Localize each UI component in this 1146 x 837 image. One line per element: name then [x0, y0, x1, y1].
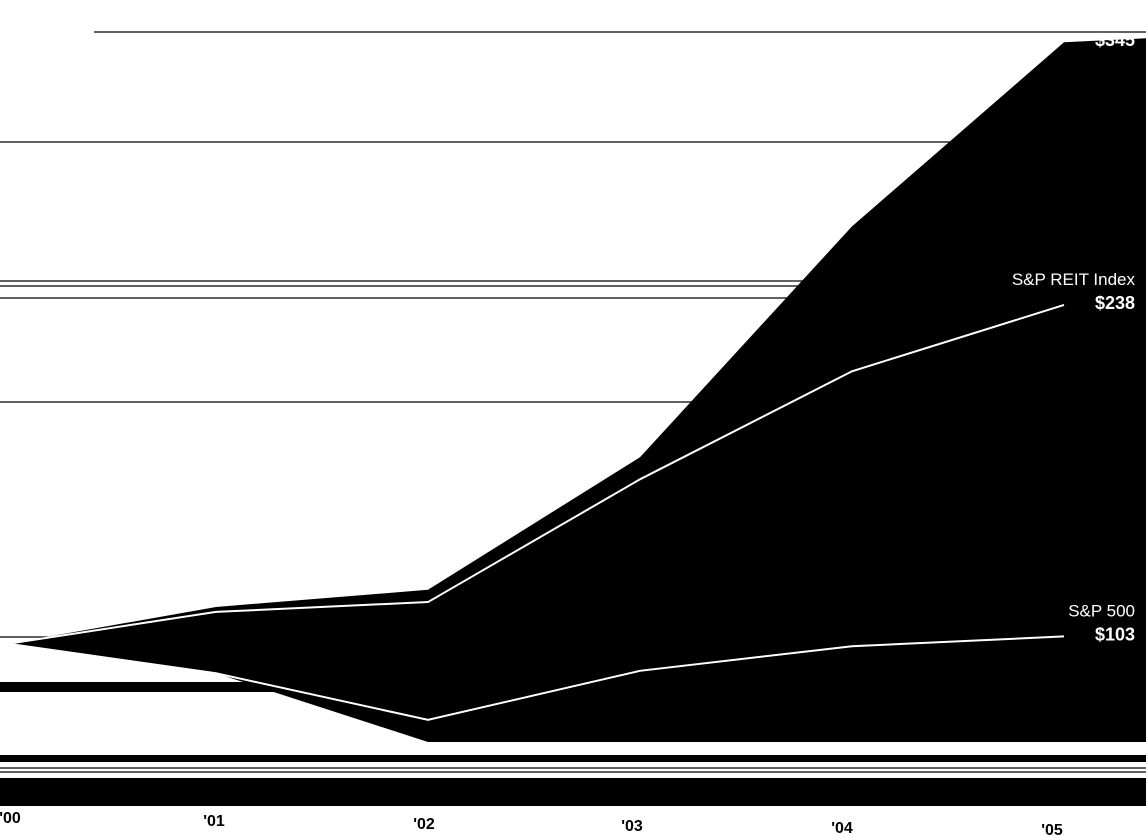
x-tick-label: '01	[203, 813, 225, 830]
x-tick-label: '03	[621, 818, 643, 835]
x-tick-label: '02	[413, 816, 435, 833]
series-line-s-p-reit-index	[7, 304, 1065, 645]
series-name-s-p-reit-index: S&P REIT Index	[1012, 270, 1136, 289]
series-name-sl-green: SL Green	[1063, 7, 1135, 26]
series-end-value-s-p-reit-index: $238	[1095, 293, 1135, 313]
x-axis-ticks: '00 '01 '02 '03 '04 '05	[0, 810, 1063, 837]
x-tick-label: '00	[0, 810, 21, 827]
area-fills	[8, 38, 1146, 742]
series-name-s-p-500: S&P 500	[1068, 601, 1135, 620]
x-tick-label: '04	[831, 820, 853, 837]
axis-band	[0, 778, 1146, 806]
series-line-s-p-500	[7, 635, 1065, 721]
x-tick-label: '05	[1041, 822, 1063, 837]
series-end-value-s-p-500: $103	[1095, 624, 1135, 644]
series-labels: SL Green $345 S&P REIT Index $238 S&P 500 $10…	[1012, 7, 1136, 644]
area-fill-sl-green	[8, 38, 1146, 742]
series-lines	[7, 304, 1065, 721]
baseline-band	[0, 755, 1146, 762]
series-end-value-sl-green: $345	[1095, 30, 1135, 50]
